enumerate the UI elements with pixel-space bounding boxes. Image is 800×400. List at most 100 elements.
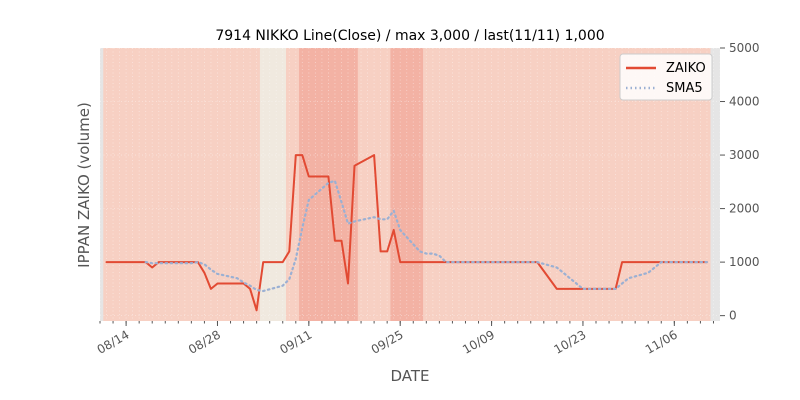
y-tick-label: 4000	[729, 95, 760, 109]
day-shade	[227, 48, 235, 321]
y-tick-label: 1000	[729, 255, 760, 269]
x-axis-label: DATE	[390, 367, 429, 385]
day-shade	[286, 48, 293, 321]
y-tick-label: 5000	[729, 41, 760, 55]
day-shade	[292, 48, 300, 321]
day-shade	[566, 48, 574, 321]
day-shade	[592, 48, 600, 321]
day-shade	[690, 48, 698, 321]
legend: ZAIKO SMA5	[619, 53, 713, 101]
day-shade	[194, 48, 202, 321]
day-shade	[664, 48, 672, 321]
day-shade	[214, 48, 222, 321]
day-shade	[481, 48, 489, 321]
day-shade	[586, 48, 594, 321]
day-shade	[116, 48, 124, 321]
day-shade	[520, 48, 528, 321]
highlight-band	[259, 48, 286, 321]
day-shade	[494, 48, 502, 321]
day-shade	[240, 48, 248, 321]
y-tick-label: 2000	[729, 202, 760, 216]
day-shade	[560, 48, 567, 321]
day-shade	[429, 48, 437, 321]
day-shade	[671, 48, 678, 321]
day-shade	[233, 48, 241, 321]
day-shade	[638, 48, 646, 321]
day-shade	[377, 48, 385, 321]
x-tick-label: 09/11	[277, 327, 314, 356]
day-shade	[534, 48, 541, 321]
day-shade	[122, 48, 130, 321]
y-tick-label: 0	[729, 309, 737, 323]
day-shade	[383, 48, 391, 321]
day-shade	[599, 48, 607, 321]
day-shade	[109, 48, 117, 321]
legend-box	[619, 53, 713, 101]
day-shade	[612, 48, 620, 321]
day-shade	[155, 48, 163, 321]
day-shade	[364, 48, 372, 321]
day-shade	[462, 48, 470, 321]
day-shade	[618, 48, 626, 321]
day-shade	[507, 48, 515, 321]
day-shade	[129, 48, 137, 321]
day-shade	[175, 48, 182, 321]
day-shade	[142, 48, 150, 321]
x-tick-label: 08/28	[186, 327, 223, 356]
day-shade	[246, 48, 254, 321]
day-shade	[188, 48, 195, 321]
chart-title: 7914 NIKKO Line(Close) / max 3,000 / las…	[215, 28, 604, 44]
day-shade	[651, 48, 659, 321]
day-shade	[201, 48, 208, 321]
x-tick-label: 09/25	[369, 327, 406, 356]
day-shade	[703, 48, 711, 321]
day-shade	[168, 48, 176, 321]
day-shade	[220, 48, 228, 321]
day-shade	[103, 48, 111, 321]
day-shade	[677, 48, 685, 321]
day-shade	[423, 48, 430, 321]
day-shade	[501, 48, 509, 321]
day-shade	[357, 48, 365, 321]
legend-label-zaiko: ZAIKO	[666, 61, 706, 76]
highlight-band	[390, 48, 424, 321]
day-shade	[579, 48, 587, 321]
day-shade	[370, 48, 378, 321]
series-line-sma5	[144, 179, 709, 293]
x-tick-label: 08/14	[95, 327, 132, 356]
y-axis-label: IPPAN ZAIKO (volume)	[75, 102, 93, 268]
day-shade	[468, 48, 476, 321]
x-tick-label: 10/23	[551, 327, 588, 356]
day-shade	[475, 48, 483, 321]
day-shade	[573, 48, 580, 321]
day-shade	[658, 48, 665, 321]
day-shade	[162, 48, 169, 321]
day-shade	[540, 48, 548, 321]
day-shade	[207, 48, 215, 321]
day-shade	[625, 48, 633, 321]
shading-bands-layer	[103, 48, 711, 321]
day-shade	[488, 48, 496, 321]
day-shade	[449, 48, 456, 321]
day-shade	[455, 48, 463, 321]
x-tick-label: 10/09	[460, 327, 497, 356]
day-shade	[148, 48, 156, 321]
day-shade	[135, 48, 143, 321]
y-tick-label: 3000	[729, 148, 760, 162]
day-shade	[547, 48, 554, 321]
day-shade	[527, 48, 535, 321]
day-shade	[697, 48, 704, 321]
day-shade	[436, 48, 443, 321]
day-shade	[684, 48, 691, 321]
legend-label-sma5: SMA5	[666, 81, 703, 96]
day-shade	[605, 48, 613, 321]
day-shade	[631, 48, 639, 321]
day-shade	[553, 48, 561, 321]
day-shade	[442, 48, 450, 321]
day-shade	[181, 48, 189, 321]
series-lines-layer	[105, 154, 709, 312]
day-shade	[644, 48, 652, 321]
day-shade	[253, 48, 261, 321]
